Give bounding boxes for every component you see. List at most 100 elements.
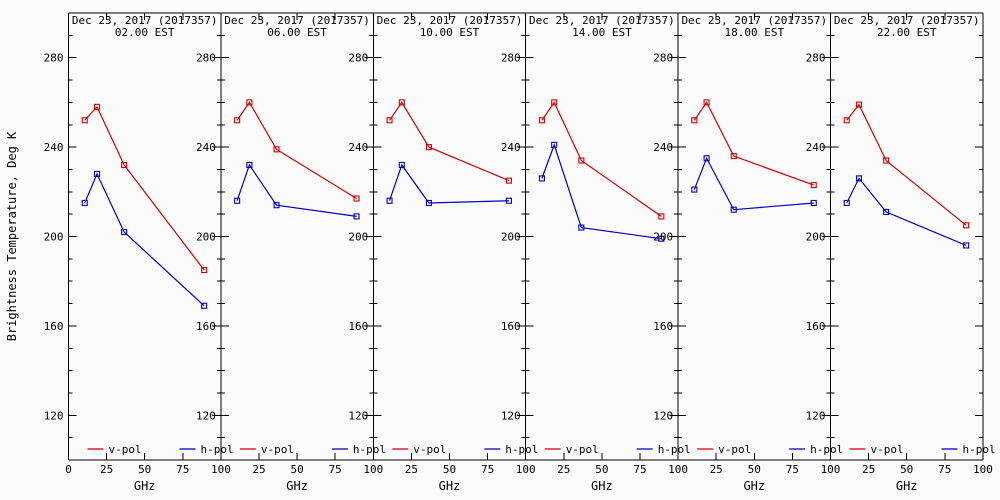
h-pol-marker (121, 228, 128, 236)
v-pol-marker (703, 99, 710, 106)
y-tick-label: 120 (653, 409, 673, 422)
legend-vpol-label: v-pol (413, 443, 446, 456)
x-axis-title: GHz (134, 479, 156, 493)
v-pol-marker (121, 161, 128, 169)
v-pol-marker (234, 117, 241, 124)
panel-2: 120 160 200 240 280 25 50 75 100 GHz Dec 23, 2017 … (196, 12, 386, 493)
v-pol-line (693, 101, 814, 186)
h-pol-marker (386, 197, 393, 204)
x-tick-label: 75 (786, 463, 799, 476)
x-tick-label: 100 (516, 463, 536, 476)
v-pol-marker (246, 99, 253, 106)
v-pol-marker (883, 157, 890, 164)
panel-subtitle: 10.00 EST (420, 26, 480, 39)
v-pol-marker (353, 195, 360, 202)
y-tick-label: 240 (806, 141, 826, 154)
h-pol-marker (505, 197, 512, 204)
panel-title: Dec 23, 2017 (2017357) (224, 14, 370, 27)
v-pol-line (389, 101, 510, 182)
h-pol-line (846, 177, 967, 246)
x-axis-title: GHz (896, 479, 918, 493)
h-pol-marker (538, 175, 545, 182)
y-tick-label: 240 (348, 141, 368, 154)
v-pol-marker (691, 117, 698, 124)
v-pol-marker (551, 99, 558, 106)
v-pol-marker (386, 117, 393, 124)
v-pol-marker (578, 157, 585, 164)
panel-title: Dec 23, 2017 (2017357) (529, 14, 675, 27)
h-pol-marker (730, 206, 737, 213)
h-pol-marker (810, 199, 817, 207)
h-pol-marker (273, 202, 280, 209)
h-pol-marker (398, 161, 405, 169)
v-pol-marker (843, 117, 850, 124)
x-tick-label: 50 (595, 463, 608, 476)
legend-hpol-label: h-pol (658, 443, 691, 456)
x-axis-title: GHz (439, 479, 461, 493)
x-tick-label: 100 (973, 463, 993, 476)
y-tick-label: 280 (196, 52, 216, 65)
x-tick-label: 50 (748, 463, 761, 476)
y-tick-label: 160 (806, 320, 826, 333)
x-tick-label: 25 (100, 463, 113, 476)
legend: v-pol h-pol (87, 443, 234, 456)
y-tick-label: 120 (501, 409, 521, 422)
x-tick-label: 25 (557, 463, 570, 476)
h-pol-marker (855, 175, 863, 182)
panel-subtitle: 02.00 EST (115, 26, 175, 39)
x-tick-label: 100 (363, 463, 383, 476)
h-pol-marker (93, 170, 101, 177)
y-tick-label: 160 (44, 320, 64, 333)
h-pol-marker (963, 242, 970, 249)
legend-vpol-label: v-pol (261, 443, 294, 456)
y-tick-label: 280 (653, 52, 673, 65)
h-pol-marker (246, 161, 253, 169)
y-tick-label: 160 (501, 320, 521, 333)
y-tick-label: 240 (653, 141, 673, 154)
h-pol-marker (551, 141, 558, 148)
v-pol-line (236, 101, 357, 200)
y-tick-label: 240 (196, 141, 216, 154)
v-pol-line (541, 101, 662, 217)
panel-1: 120 160 200 240 280 0 25 50 75 100 GHz Dec 23, 2017… (44, 12, 234, 493)
v-pol-marker (810, 182, 817, 189)
v-pol-marker (855, 101, 863, 108)
x-tick-label: 25 (252, 463, 265, 476)
v-pol-marker (425, 144, 432, 151)
x-tick-label: 50 (443, 463, 456, 476)
x-tick-label: 25 (710, 463, 723, 476)
legend-vpol-label: v-pol (109, 443, 142, 456)
v-pol-marker (273, 146, 280, 153)
legend: v-pol h-pol (544, 443, 691, 456)
panel-6: 120 160 200 240 280 25 50 75 100 GHz Dec 23, 2017 … (806, 12, 996, 493)
v-pol-marker (81, 117, 88, 124)
panel-3: 120 160 200 240 280 25 50 75 100 GHz Dec 23, 2017 … (348, 12, 538, 493)
x-tick-label: 75 (329, 463, 342, 476)
h-pol-marker (234, 197, 241, 204)
x-tick-label: 100 (821, 463, 841, 476)
legend: v-pol h-pol (697, 443, 843, 456)
y-tick-label: 280 (44, 52, 64, 65)
y-axis-title: Brightness Temperature, Deg K (5, 131, 19, 341)
x-tick-label: 50 (138, 463, 151, 476)
v-pol-marker (398, 99, 405, 106)
legend: v-pol h-pol (849, 443, 996, 456)
h-pol-line (541, 143, 662, 240)
v-pol-marker (538, 117, 545, 124)
h-pol-marker (81, 199, 88, 207)
x-tick-label: 0 (65, 463, 72, 476)
legend: v-pol h-pol (392, 443, 538, 456)
x-tick-label: 75 (176, 463, 189, 476)
h-pol-line (84, 172, 205, 307)
v-pol-marker (93, 103, 101, 110)
x-tick-label: 25 (405, 463, 418, 476)
y-tick-label: 280 (806, 52, 826, 65)
y-tick-label: 160 (653, 320, 673, 333)
h-pol-marker (425, 199, 432, 207)
panel-title: Dec 23, 2017 (2017357) (377, 14, 523, 27)
legend-hpol-label: h-pol (505, 443, 538, 456)
x-tick-label: 50 (900, 463, 913, 476)
y-tick-label: 280 (348, 52, 368, 65)
x-tick-label: 50 (290, 463, 303, 476)
